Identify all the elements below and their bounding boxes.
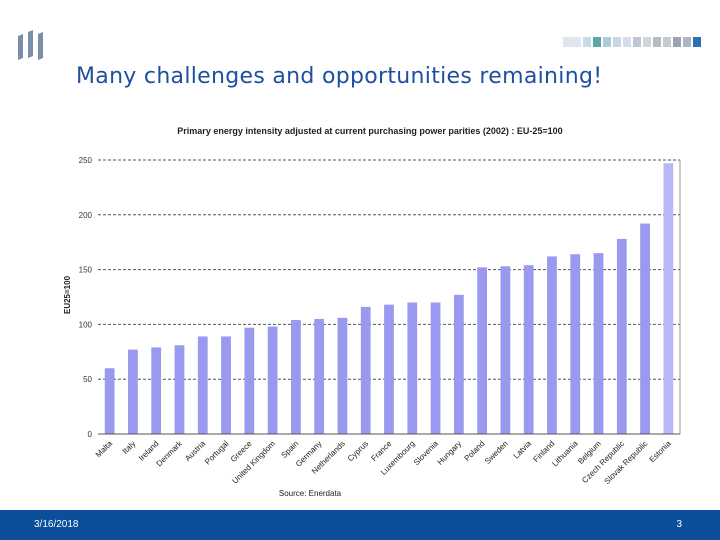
x-tick-label: Latvia (512, 439, 534, 461)
bar (314, 318, 325, 434)
bar (267, 326, 278, 434)
y-tick-label: 250 (79, 156, 93, 165)
chart-source: Source: Enerdata (279, 489, 342, 498)
y-axis-label: EU25=100 (63, 275, 72, 314)
chart-title: Primary energy intensity adjusted at cur… (177, 126, 562, 136)
x-tick-label: Cyprus (346, 439, 370, 463)
bar (547, 256, 557, 434)
bar (523, 265, 534, 434)
bar (500, 266, 511, 434)
x-tick-label: Italy (121, 439, 138, 456)
y-tick-label: 100 (79, 320, 93, 329)
bar (477, 267, 488, 434)
energy-intensity-bar-chart: Primary energy intensity adjusted at cur… (63, 126, 681, 498)
bar (197, 336, 208, 434)
bar (430, 302, 441, 434)
x-tick-label: Slovak Republic (603, 439, 650, 486)
y-tick-label: 50 (83, 375, 92, 384)
chart-bars (104, 163, 674, 434)
x-tick-label: Sweden (483, 439, 510, 466)
x-tick-label: United Kingdom (230, 439, 277, 486)
bar (593, 253, 604, 434)
x-tick-label: Malta (94, 439, 115, 460)
bar (640, 223, 650, 434)
x-tick-label: Denmark (155, 438, 185, 468)
bar (663, 163, 674, 434)
y-tick-label: 150 (79, 266, 93, 275)
commission-logo (18, 30, 43, 60)
bar (104, 368, 115, 434)
y-tick-label: 0 (88, 430, 93, 439)
x-tick-label: Slovenia (412, 439, 440, 467)
decorative-squares (563, 37, 701, 47)
bar (453, 294, 464, 434)
bar (151, 347, 162, 434)
x-tick-label: Hungary (436, 439, 464, 467)
bar (384, 304, 394, 434)
bar (337, 317, 348, 434)
x-tick-label: Estonia (648, 439, 674, 465)
bar (360, 306, 371, 434)
bar (616, 238, 627, 434)
bar (128, 349, 138, 434)
bar (174, 345, 185, 434)
footer-bar: 3/16/2018 3 (0, 510, 720, 540)
bar (221, 336, 231, 434)
slide-title: Many challenges and opportunities remain… (76, 64, 603, 89)
chart-gridlines (98, 159, 680, 380)
y-tick-label: 200 (79, 211, 93, 220)
bar (244, 327, 255, 434)
x-tick-label: Lithuania (550, 439, 580, 469)
bar (570, 254, 581, 434)
y-axis-ticks: 0 50 100 150 200 250 (79, 156, 93, 439)
x-tick-label: Portugal (203, 439, 231, 467)
bar (407, 302, 418, 434)
footer-date: 3/16/2018 (34, 519, 79, 530)
page-number: 3 (676, 519, 682, 530)
bar (290, 320, 301, 434)
x-tick-label: Spain (279, 439, 300, 460)
